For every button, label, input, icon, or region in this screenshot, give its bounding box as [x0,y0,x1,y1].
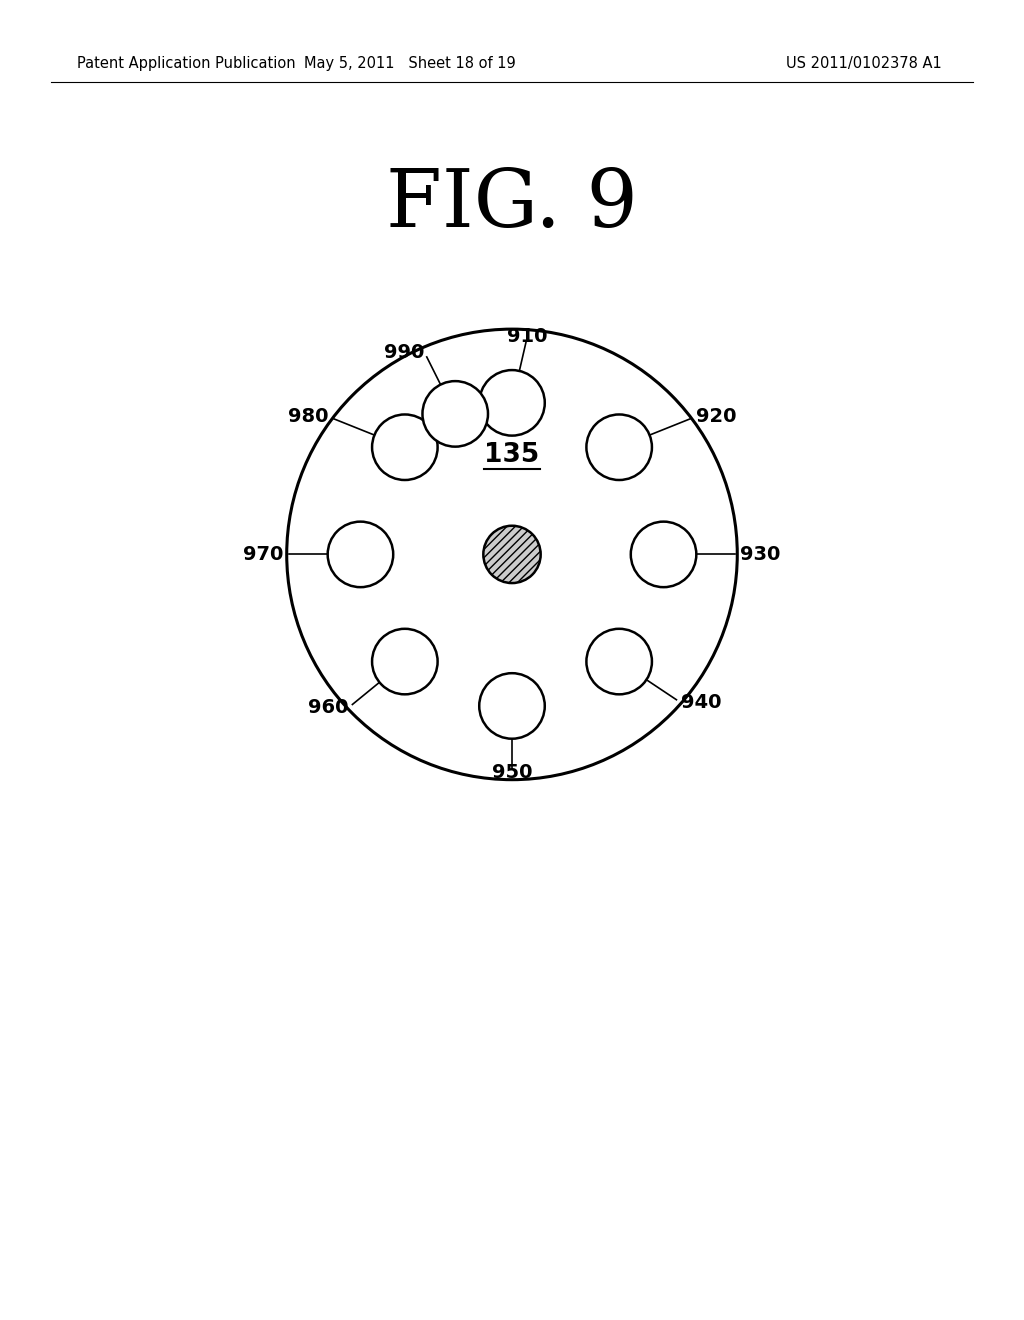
Text: 970: 970 [244,545,284,564]
Circle shape [372,414,437,480]
Text: US 2011/0102378 A1: US 2011/0102378 A1 [786,55,942,71]
Text: 920: 920 [696,407,736,426]
Text: FIG. 9: FIG. 9 [386,165,638,244]
Circle shape [372,628,437,694]
Circle shape [587,628,652,694]
Circle shape [587,414,652,480]
Text: 940: 940 [681,693,721,711]
Text: 930: 930 [740,545,780,564]
Text: May 5, 2011   Sheet 18 of 19: May 5, 2011 Sheet 18 of 19 [304,55,515,71]
Text: 910: 910 [507,327,548,346]
Circle shape [479,673,545,739]
Text: 960: 960 [308,698,348,717]
Circle shape [328,521,393,587]
Circle shape [423,381,488,446]
Text: 990: 990 [384,343,425,362]
Circle shape [483,525,541,583]
Circle shape [479,370,545,436]
Text: 135: 135 [484,442,540,469]
Circle shape [631,521,696,587]
Text: Patent Application Publication: Patent Application Publication [77,55,296,71]
Text: 950: 950 [492,763,532,781]
Text: 980: 980 [288,407,328,426]
